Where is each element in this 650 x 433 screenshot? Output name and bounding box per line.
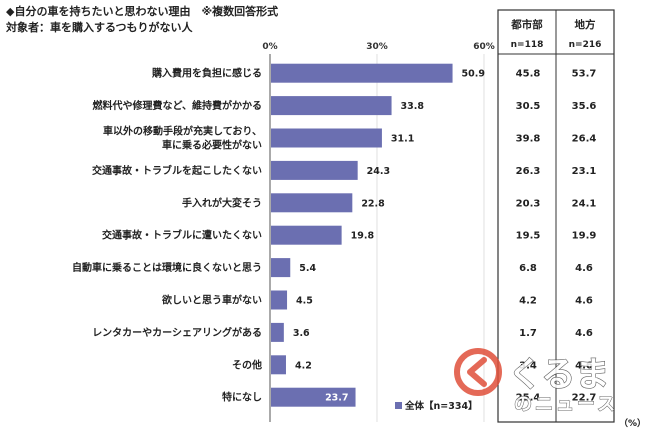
data-label: 23.7	[325, 393, 348, 404]
rural-value: 35.6	[572, 101, 597, 112]
rural-value: 23.1	[572, 166, 597, 177]
category-label: 購入費用を負担に感じる	[151, 67, 262, 80]
bar	[271, 355, 286, 375]
data-label: 3.6	[293, 328, 310, 339]
category-label: レンタカーやカーシェアリングがある	[92, 326, 262, 339]
data-label: 31.1	[391, 134, 414, 145]
logo-subword: のニュース	[514, 394, 618, 415]
comparison-table: 45.8 53.7 30.5 35.6 39.8 26.4 26.3 23.1 20.3 24.1…	[497, 9, 615, 423]
bar	[271, 160, 358, 180]
data-label: 4.2	[295, 360, 312, 371]
kuruma-logo-icon	[454, 348, 502, 396]
category-label: 燃料代や修理費など、維持費がかかる	[93, 99, 263, 112]
logo-chevron	[467, 357, 487, 387]
bar	[271, 128, 382, 148]
column-n: n=118	[511, 40, 544, 50]
bar	[271, 63, 453, 83]
category-label: 交通事故・トラブルに遭いたくない	[102, 229, 262, 242]
city-value: 1.7	[519, 328, 537, 339]
category-label: 自動車に乗ることは環境に良くないと思う	[72, 261, 262, 274]
category-label: 車以外の移動手段が充実しており、車に乗る必要性がない	[103, 125, 262, 152]
city-value: 20.3	[516, 198, 541, 209]
bar	[271, 258, 291, 278]
tick-label: 60%	[473, 42, 495, 52]
bar	[271, 193, 353, 213]
legend-label: 全体【n=334】	[404, 400, 478, 412]
legend-swatch	[395, 402, 402, 409]
data-label: 5.4	[299, 263, 316, 274]
city-value: 45.8	[516, 69, 541, 80]
data-label: 19.8	[351, 231, 375, 242]
city-value: 30.5	[516, 101, 541, 112]
grid-lines: 0% 30% 60%	[262, 42, 495, 422]
rural-value: 4.6	[575, 328, 593, 339]
data-label: 50.9	[462, 69, 485, 80]
rural-value: 4.6	[575, 296, 593, 307]
category-label: 欲しいと思う車がない	[161, 294, 262, 307]
rural-value: 4.6	[575, 263, 593, 274]
category-label: 交通事故・トラブルを起こしたくない	[92, 164, 262, 177]
chart-subtitle: 対象者：車を購入するつもりがない人	[6, 21, 193, 34]
bar	[271, 387, 356, 407]
data-label: 4.5	[296, 296, 313, 307]
rural-value: 22.7	[572, 393, 597, 404]
bar	[271, 290, 288, 310]
category-label: 手入れが大変そう	[182, 196, 262, 209]
logo-wordmark: くるま	[508, 355, 609, 395]
bar	[271, 96, 392, 116]
data-label: 22.8	[361, 198, 385, 209]
data-label: 24.3	[367, 166, 390, 177]
city-value: 6.8	[519, 263, 537, 274]
city-value: 39.8	[516, 134, 541, 145]
city-value: 19.5	[516, 231, 541, 242]
city-value: 4.2	[519, 296, 537, 307]
tick-label: 0%	[262, 42, 277, 52]
rural-value: 53.7	[572, 69, 597, 80]
tick-label: 30%	[366, 42, 388, 52]
city-value: 3.4	[519, 360, 537, 371]
bar	[271, 225, 342, 245]
rural-value: 19.9	[572, 231, 597, 242]
rural-value: 4.6	[575, 360, 593, 371]
legend: 全体【n=334】 （%）	[395, 400, 646, 429]
rural-value: 24.1	[572, 198, 597, 209]
city-value: 25.4	[516, 393, 541, 404]
column-header: 都市部	[510, 18, 543, 31]
chart-title: ◆自分の車を持ちたいと思わない理由 ※複数回答形式	[6, 5, 279, 18]
category-labels: 購入費用を負担に感じる燃料代や修理費など、維持費がかかる車以外の移動手段が充実し…	[72, 67, 262, 404]
unit-label: （%）	[619, 418, 646, 429]
category-label: その他	[232, 358, 262, 371]
data-label: 33.8	[401, 101, 425, 112]
bars: 50.9 33.8 31.1 24.3 22.8 19.8 5.4 4.5 3.6 4.2 23.7	[271, 63, 485, 407]
column-n: n=216	[569, 40, 602, 50]
rural-value: 26.4	[572, 134, 597, 145]
city-value: 26.3	[516, 166, 541, 177]
bar	[271, 322, 284, 342]
column-header: 地方	[575, 18, 596, 31]
category-label: 特になし	[222, 391, 262, 404]
